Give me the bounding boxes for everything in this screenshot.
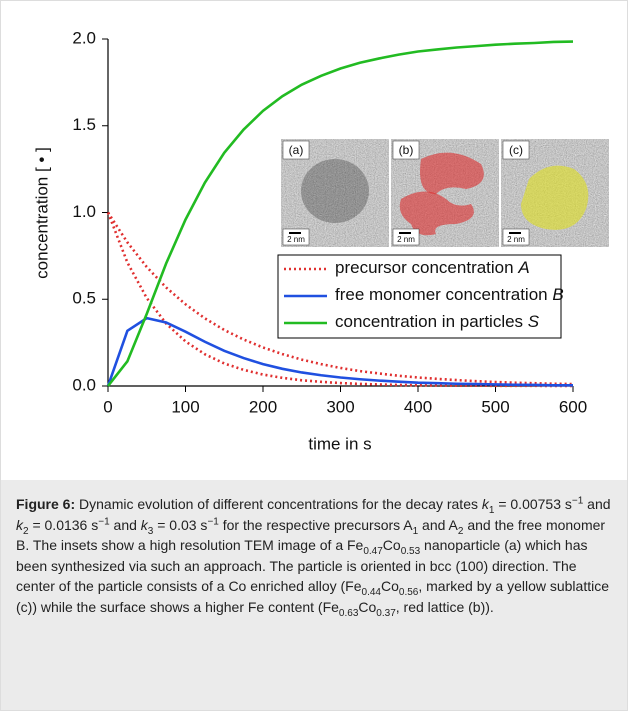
x-tick-label: 300 bbox=[326, 397, 354, 416]
scale-label: 2 nm bbox=[397, 235, 415, 244]
inset-label: (b) bbox=[399, 143, 414, 157]
caption-t: , marked by a yellow sublattice (c)) whi… bbox=[16, 578, 609, 615]
caption-sub: 0.37 bbox=[376, 607, 396, 619]
y-tick-label: 0.5 bbox=[72, 289, 96, 308]
x-tick-label: 200 bbox=[249, 397, 277, 416]
caption-i: k bbox=[140, 516, 148, 533]
caption-t: = 0.03 s bbox=[153, 516, 208, 533]
series-line bbox=[106, 211, 574, 386]
legend-symbol: S bbox=[528, 312, 540, 331]
caption-t: for the respective precursors A bbox=[218, 516, 413, 533]
legend-symbol: B bbox=[552, 285, 563, 304]
caption-sup: −1 bbox=[98, 515, 110, 527]
series-line bbox=[106, 40, 574, 387]
caption-t: and the free monomer B. The insets show … bbox=[16, 516, 606, 554]
x-tick-label: 100 bbox=[171, 397, 199, 416]
legend-name: concentration in particles bbox=[335, 312, 523, 331]
caption-t: and bbox=[583, 496, 611, 512]
y-tick-label: 1.0 bbox=[72, 202, 96, 221]
inset-label-box bbox=[392, 140, 420, 160]
red-lattice bbox=[399, 191, 474, 236]
particle-shade bbox=[301, 159, 369, 223]
caption-t: Dynamic evolution of different concentra… bbox=[75, 496, 482, 512]
inset-label: (c) bbox=[509, 143, 523, 157]
caption-sub: 2 bbox=[457, 525, 464, 537]
caption-b: Figure 6: bbox=[16, 496, 76, 512]
caption-t: = 0.0136 s bbox=[28, 516, 99, 533]
legend-name: precursor concentration bbox=[335, 258, 514, 277]
caption-t: and bbox=[109, 516, 141, 533]
series-line bbox=[106, 212, 573, 388]
caption-sub: 0.47 bbox=[363, 545, 383, 557]
caption-t: Co bbox=[380, 578, 399, 594]
caption-t: and A bbox=[418, 516, 458, 533]
x-tick-label: 600 bbox=[559, 397, 587, 416]
caption-t: Co bbox=[358, 598, 377, 615]
series-line bbox=[106, 316, 573, 387]
caption-t: Co bbox=[382, 537, 401, 553]
caption-sub: 0.63 bbox=[338, 607, 359, 619]
yellow-sublattice bbox=[521, 165, 589, 230]
caption-sub: 3 bbox=[147, 525, 154, 537]
caption-sub: 1 bbox=[412, 525, 419, 537]
legend-symbol: A bbox=[517, 258, 529, 277]
caption-sup: −1 bbox=[207, 515, 219, 527]
scale-label: 2 nm bbox=[507, 235, 525, 244]
caption-sub: 0.53 bbox=[400, 545, 421, 557]
legend-label: precursor concentration A bbox=[335, 258, 530, 277]
y-axis-label: concentration [ • ] bbox=[32, 147, 51, 279]
inset-label-box bbox=[282, 140, 310, 160]
insets: (a) 2 nm (b) 2 nm (c) 2 nm bbox=[281, 139, 609, 247]
caption-sub: 0.44 bbox=[361, 586, 381, 598]
caption-i: k bbox=[16, 516, 23, 533]
scale-label: 2 nm bbox=[287, 235, 305, 244]
inset-label-box bbox=[502, 140, 530, 160]
caption-sub: 2 bbox=[23, 525, 29, 537]
x-tick-label: 500 bbox=[481, 397, 509, 416]
y-tick-label: 0.0 bbox=[72, 375, 96, 394]
chart: (a) 2 nm (b) 2 nm (c) 2 nm 0.0 0.5 1.0 1.5 2.0 0 10… bbox=[32, 28, 609, 453]
caption-sup: −1 bbox=[571, 495, 584, 507]
legend-label: concentration in particles S bbox=[335, 312, 540, 331]
caption: Figure 6: Dynamic evolution of different… bbox=[1, 480, 627, 710]
y-tick-label: 1.5 bbox=[72, 115, 96, 134]
inset-label: (a) bbox=[289, 143, 304, 157]
caption-sub: 1 bbox=[488, 504, 495, 516]
legend-name: free monomer concentration bbox=[335, 285, 548, 304]
y-tick-label: 2.0 bbox=[72, 28, 96, 47]
caption-t: nanoparticle (a) which has been synthesi… bbox=[16, 537, 588, 594]
legend-label: free monomer concentration B bbox=[335, 285, 564, 304]
x-tick-label: 400 bbox=[404, 397, 432, 416]
plot: 0.0 0.5 1.0 1.5 2.0 0 100 200 300 400 500 600 bbox=[72, 28, 587, 416]
red-lattice bbox=[420, 152, 484, 194]
x-tick-label: 0 bbox=[103, 397, 112, 416]
x-axis-label: time in s bbox=[308, 434, 371, 453]
caption-i: k bbox=[481, 496, 489, 512]
caption-sub: 0.56 bbox=[398, 586, 419, 598]
caption-t: , red lattice (b)). bbox=[395, 598, 494, 615]
caption-t: = 0.00753 s bbox=[494, 496, 572, 512]
